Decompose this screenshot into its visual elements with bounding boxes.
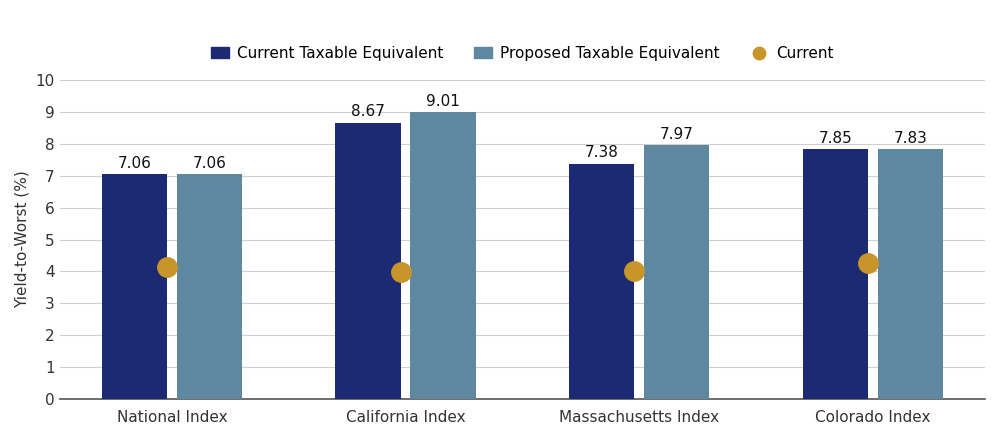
Bar — [878, 149, 943, 399]
Text: 7.38: 7.38 — [585, 146, 619, 161]
Text: 9.01: 9.01 — [426, 94, 460, 109]
Bar — [569, 164, 634, 399]
Text: 7.83: 7.83 — [893, 131, 927, 146]
Bar — [644, 145, 709, 399]
Text: 7.06: 7.06 — [192, 156, 226, 171]
Text: 7.97: 7.97 — [660, 127, 693, 142]
Bar — [803, 149, 868, 399]
Y-axis label: Yield-to-Worst (%): Yield-to-Worst (%) — [15, 171, 30, 308]
Text: 7.85: 7.85 — [819, 131, 852, 146]
Bar — [410, 112, 476, 399]
Bar — [335, 123, 401, 399]
Legend: Current Taxable Equivalent, Proposed Taxable Equivalent, Current: Current Taxable Equivalent, Proposed Tax… — [205, 40, 840, 67]
Bar — [102, 174, 167, 399]
Text: 7.06: 7.06 — [118, 156, 151, 171]
Bar — [177, 174, 242, 399]
Text: 8.67: 8.67 — [351, 104, 385, 119]
